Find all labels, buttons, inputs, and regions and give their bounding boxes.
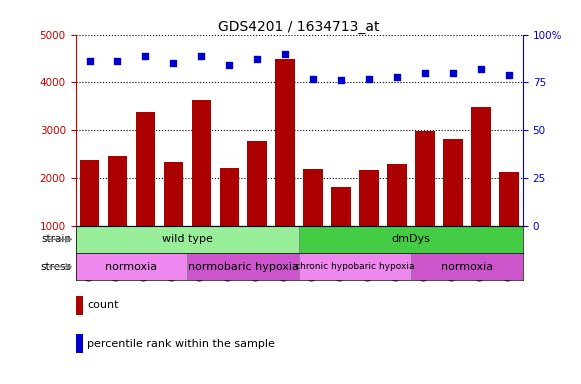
Text: wild type: wild type <box>162 234 213 244</box>
Bar <box>388 164 407 226</box>
Bar <box>76 253 187 280</box>
Bar <box>303 169 323 226</box>
Text: normoxia: normoxia <box>441 262 493 271</box>
Point <box>364 75 374 81</box>
Point <box>225 62 234 68</box>
Text: strain: strain <box>41 234 71 244</box>
Point <box>476 66 486 72</box>
Bar <box>359 170 379 226</box>
Bar <box>415 131 435 226</box>
Title: GDS4201 / 1634713_at: GDS4201 / 1634713_at <box>218 20 380 33</box>
Point <box>504 72 514 78</box>
Point <box>449 70 458 76</box>
Bar <box>220 168 239 226</box>
Bar <box>411 253 523 280</box>
Point <box>309 75 318 81</box>
Point <box>113 58 122 65</box>
Text: count: count <box>87 300 119 310</box>
Bar <box>76 226 299 253</box>
Bar <box>135 112 155 226</box>
Text: chronic hypobaric hypoxia: chronic hypobaric hypoxia <box>295 262 415 271</box>
Point <box>281 51 290 57</box>
Bar <box>248 141 267 226</box>
Bar <box>187 253 299 280</box>
Bar <box>331 187 351 226</box>
Point <box>85 58 94 65</box>
Text: percentile rank within the sample: percentile rank within the sample <box>87 339 275 349</box>
Text: normobaric hypoxia: normobaric hypoxia <box>188 262 299 271</box>
Bar <box>192 100 211 226</box>
Text: dmDys: dmDys <box>392 234 431 244</box>
Text: stress: stress <box>40 262 71 271</box>
Point <box>197 53 206 59</box>
Bar <box>164 162 183 226</box>
Bar <box>299 226 523 253</box>
Bar <box>499 172 519 226</box>
Bar <box>471 107 491 226</box>
Text: normoxia: normoxia <box>105 262 157 271</box>
Point <box>336 77 346 83</box>
Point <box>421 70 430 76</box>
Bar <box>299 253 411 280</box>
Point <box>392 74 401 80</box>
Point <box>253 56 262 63</box>
Bar <box>275 59 295 226</box>
Bar <box>443 139 463 226</box>
Bar <box>80 160 99 226</box>
Bar <box>107 156 127 226</box>
Point <box>168 60 178 66</box>
Point <box>141 53 150 59</box>
